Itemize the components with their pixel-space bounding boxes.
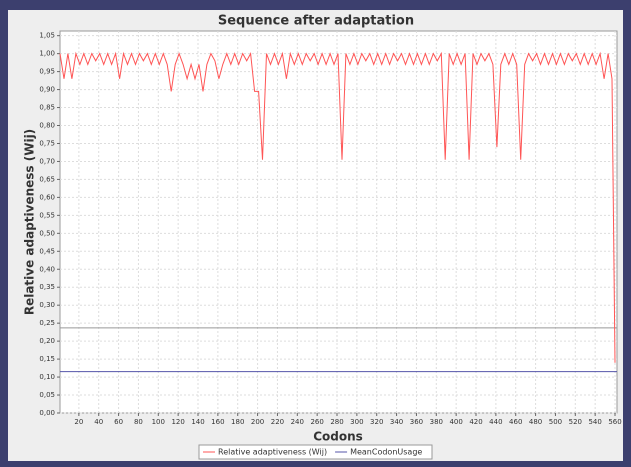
x-tick-label: 260 xyxy=(310,418,323,426)
x-tick-label: 200 xyxy=(251,418,264,426)
x-tick-label: 300 xyxy=(350,418,363,426)
y-tick-label: 0,80 xyxy=(39,122,55,130)
y-tick-label: 0,50 xyxy=(39,229,55,237)
legend-label: Relative adaptiveness (Wij) xyxy=(218,448,327,457)
x-tick-label: 100 xyxy=(152,418,165,426)
x-tick-label: 140 xyxy=(191,418,204,426)
y-tick-label: 0,55 xyxy=(39,211,55,219)
y-tick-label: 0,35 xyxy=(39,283,55,291)
legend xyxy=(198,444,433,460)
x-tick-label: 80 xyxy=(134,418,143,426)
y-tick-label: 0,05 xyxy=(39,391,55,399)
x-tick-label: 280 xyxy=(330,418,343,426)
x-tick-label: 220 xyxy=(271,418,284,426)
y-tick-label: 0,00 xyxy=(39,409,55,417)
y-tick-label: 0,25 xyxy=(39,319,55,327)
y-tick-label: 0,20 xyxy=(39,337,55,345)
y-tick-label: 0,60 xyxy=(39,193,55,201)
y-axis-label: Relative adaptiveness (Wij) xyxy=(23,129,37,315)
x-axis-label: Codons xyxy=(313,430,363,444)
y-tick-label: 0,10 xyxy=(39,373,55,381)
y-tick-label: 0,30 xyxy=(39,301,55,309)
y-tick-label: 1,00 xyxy=(39,50,55,58)
x-tick-label: 40 xyxy=(94,418,103,426)
x-tick-label: 420 xyxy=(469,418,482,426)
x-tick-label: 20 xyxy=(74,418,83,426)
x-tick-label: 460 xyxy=(509,418,522,426)
y-tick-label: 0,75 xyxy=(39,139,55,147)
chart-title: Sequence after adaptation xyxy=(218,14,414,29)
x-tick-label: 440 xyxy=(489,418,502,426)
x-tick-label: 120 xyxy=(171,418,184,426)
x-tick-label: 540 xyxy=(588,418,601,426)
y-tick-label: 0,15 xyxy=(39,355,55,363)
y-tick-label: 0,85 xyxy=(39,104,55,112)
x-tick-label: 340 xyxy=(390,418,403,426)
y-tick-label: 0,40 xyxy=(39,265,55,273)
x-tick-label: 560 xyxy=(608,418,621,426)
x-tick-label: 160 xyxy=(211,418,224,426)
y-tick-label: 0,95 xyxy=(39,68,55,76)
plot-area xyxy=(59,30,618,414)
y-tick-label: 1,05 xyxy=(39,32,55,40)
data-line xyxy=(59,51,616,363)
x-tick-label: 360 xyxy=(410,418,423,426)
x-tick-label: 500 xyxy=(549,418,562,426)
y-tick-label: 0,70 xyxy=(39,157,55,165)
x-tick-label: 180 xyxy=(231,418,244,426)
x-tick-label: 480 xyxy=(529,418,542,426)
x-tick-label: 380 xyxy=(430,418,443,426)
y-tick-label: 0,90 xyxy=(39,86,55,94)
x-tick-label: 240 xyxy=(291,418,304,426)
x-tick-label: 520 xyxy=(569,418,582,426)
x-tick-label: 320 xyxy=(370,418,383,426)
x-tick-label: 400 xyxy=(449,418,462,426)
x-tick-label: 60 xyxy=(114,418,123,426)
y-tick-label: 0,65 xyxy=(39,175,55,183)
legend-label: MeanCodonUsage xyxy=(350,448,422,457)
y-tick-label: 0,45 xyxy=(39,247,55,255)
